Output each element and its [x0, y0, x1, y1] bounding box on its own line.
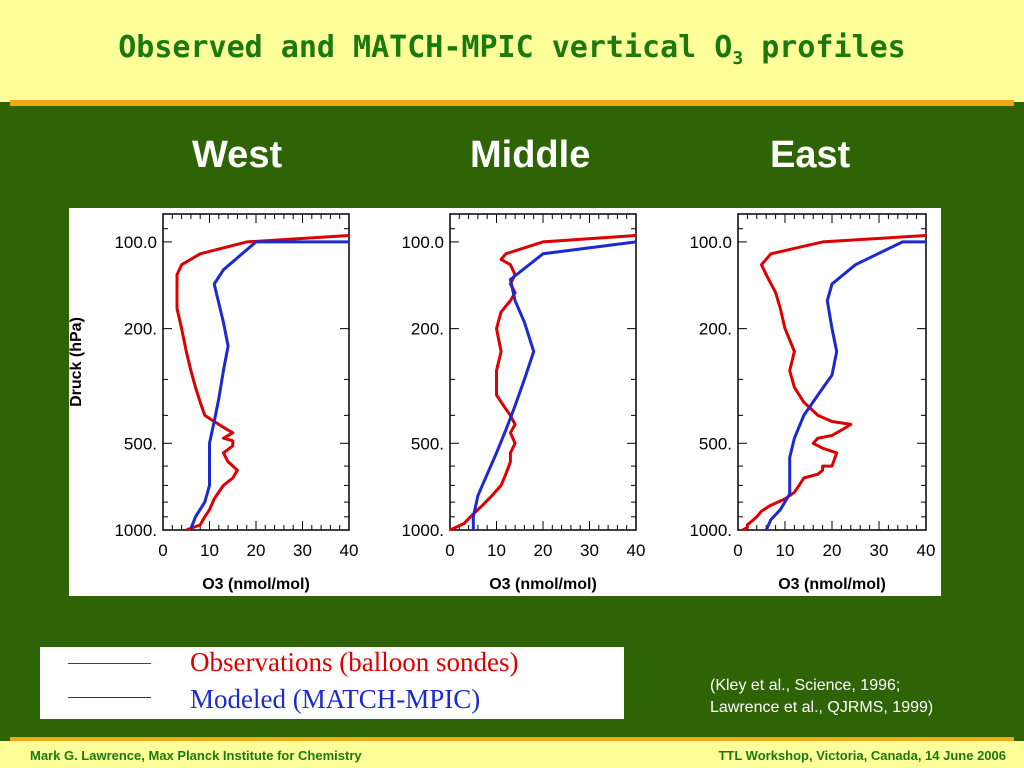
x-tick-label: 0 [445, 541, 454, 560]
x-tick-label: 30 [293, 541, 312, 560]
reference-citation: (Kley et al., Science, 1996; Lawrence et… [710, 675, 933, 719]
region-title-west: West [192, 134, 283, 176]
x-tick-label: 30 [870, 541, 889, 560]
y-tick-label: 100.0 [401, 233, 444, 252]
slide-header [0, 0, 1024, 102]
x-tick-label: 40 [627, 541, 646, 560]
region-title-middle: Middle [470, 134, 591, 176]
footer-event: TTL Workshop, Victoria, Canada, 14 June … [718, 748, 1006, 763]
x-tick-label: 20 [247, 541, 266, 560]
header-rule [10, 100, 1014, 106]
y-tick-label: 100.0 [114, 233, 157, 252]
modeled-profile-line-1 [471, 240, 637, 530]
legend-modeled-swatch [68, 697, 151, 698]
y-tick-label: 200. [699, 320, 732, 339]
x-axis-label: O3 (nmol/mol) [202, 576, 310, 593]
x-axis-label: O3 (nmol/mol) [489, 576, 597, 593]
x-tick-label: 30 [580, 541, 599, 560]
legend-modeled-label: Modeled (MATCH-MPIC) [190, 684, 481, 714]
y-tick-label: 1000. [401, 521, 444, 540]
x-tick-label: 0 [158, 541, 167, 560]
x-tick-label: 10 [487, 541, 506, 560]
y-axis-label: Druck (hPa) [69, 317, 85, 407]
legend-observed-label: Observations (balloon sondes) [190, 647, 519, 677]
x-tick-label: 20 [534, 541, 553, 560]
x-tick-label: 10 [200, 541, 219, 560]
legend-observed-swatch [68, 663, 151, 664]
y-tick-label: 500. [411, 434, 444, 453]
plot-frame-1 [449, 213, 637, 531]
reference-line-1: (Kley et al., Science, 1996; [710, 677, 901, 694]
modeled-profile-line-2 [764, 240, 926, 531]
x-tick-label: 40 [340, 541, 359, 560]
x-tick-label: 40 [917, 541, 936, 560]
plot-panel: 100.0 200. 500. 1000. 0 10 20 30 40 O3 (nmol/mol)… [68, 208, 941, 596]
observed-profile-line-2 [741, 234, 927, 532]
region-title-east: East [770, 134, 851, 176]
x-tick-label: 0 [733, 541, 742, 560]
y-tick-label: 1000. [114, 521, 157, 540]
x-axis-label: O3 (nmol/mol) [778, 576, 886, 593]
y-tick-label: 200. [124, 320, 157, 339]
observed-profile-line-0 [175, 234, 350, 532]
y-tick-label: 500. [699, 434, 732, 453]
footer-author: Mark G. Lawrence, Max Planck Institute f… [30, 748, 362, 763]
x-tick-label: 10 [776, 541, 795, 560]
observed-profile-line-1 [449, 234, 637, 532]
y-tick-label: 200. [411, 320, 444, 339]
slide-footer: Mark G. Lawrence, Max Planck Institute f… [0, 741, 1024, 768]
y-tick-label: 100.0 [689, 233, 732, 252]
y-tick-label: 500. [124, 434, 157, 453]
x-tick-label: 20 [823, 541, 842, 560]
y-tick-label: 1000. [689, 521, 732, 540]
slide-title: Observed and MATCH-MPIC vertical O3 prof… [118, 30, 906, 69]
footer-rule [10, 737, 1014, 742]
legend-box: Observations (balloon sondes) Modeled (M… [40, 647, 624, 719]
reference-line-2: Lawrence et al., QJRMS, 1999) [710, 699, 934, 716]
modeled-profile-line-0 [189, 240, 349, 530]
